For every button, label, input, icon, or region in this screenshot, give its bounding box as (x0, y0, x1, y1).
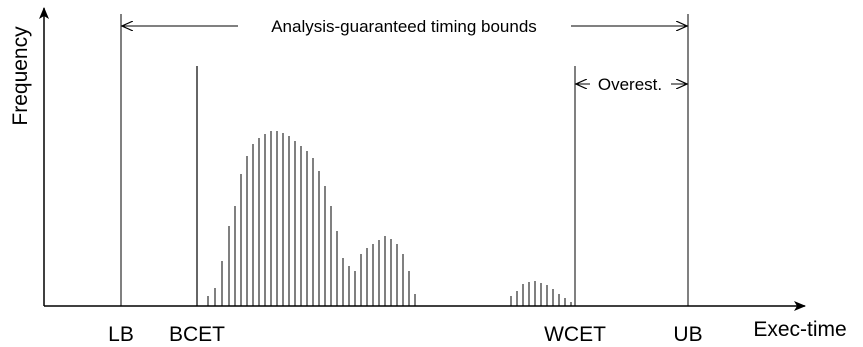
ub-label: UB (673, 323, 702, 346)
bounds-label: Analysis-guaranteed timing bounds (271, 17, 537, 36)
overestimation-label: Overest. (598, 75, 662, 94)
histogram-bars (207, 131, 572, 306)
lb-label: LB (108, 323, 134, 346)
bcet-label: BCET (169, 323, 225, 346)
wcet-label: WCET (544, 323, 606, 346)
x-axis-label: Exec-time (753, 318, 846, 341)
y-axis-label: Frequency (9, 26, 32, 126)
